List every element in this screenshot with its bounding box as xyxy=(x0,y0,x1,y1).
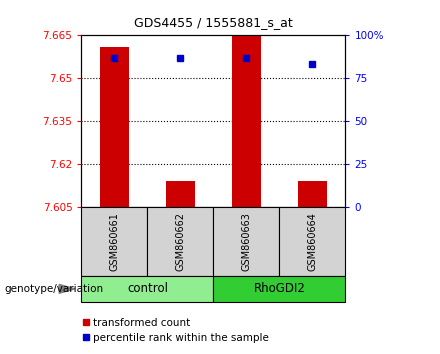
Text: GSM860662: GSM860662 xyxy=(176,212,185,271)
Bar xyxy=(165,181,195,207)
Legend: transformed count, percentile rank within the sample: transformed count, percentile rank withi… xyxy=(78,314,274,347)
Bar xyxy=(147,207,213,276)
Text: RhoGDI2: RhoGDI2 xyxy=(253,282,305,295)
Text: GSM860661: GSM860661 xyxy=(110,212,119,271)
Text: genotype/variation: genotype/variation xyxy=(4,284,103,294)
Bar xyxy=(279,207,345,276)
Bar xyxy=(81,207,147,276)
Text: control: control xyxy=(127,282,168,295)
Bar xyxy=(213,207,279,276)
Text: GSM860663: GSM860663 xyxy=(242,212,251,271)
Text: GDS4455 / 1555881_s_at: GDS4455 / 1555881_s_at xyxy=(134,16,293,29)
Bar xyxy=(81,276,213,302)
Bar xyxy=(213,276,345,302)
Bar xyxy=(297,181,327,207)
Polygon shape xyxy=(59,284,75,293)
Bar xyxy=(99,47,129,207)
Bar xyxy=(231,35,261,207)
Text: GSM860664: GSM860664 xyxy=(308,212,317,271)
